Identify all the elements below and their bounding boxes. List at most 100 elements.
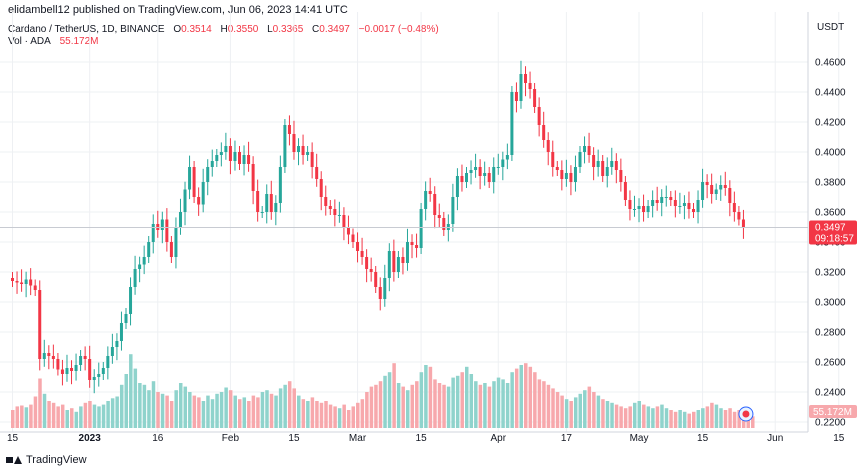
symbol-label[interactable]: Cardano / TetherUS, 1D, BINANCE [8,24,165,35]
volume-bar [533,372,537,428]
candle-body [219,152,223,155]
volume-bar [260,392,265,428]
candle-body [151,224,155,242]
candle-body [632,209,636,210]
volume-bar [219,392,224,428]
volume-bar [333,406,337,428]
candle-body [596,161,600,167]
volume-bar [115,396,119,428]
volume-bar [433,379,437,428]
candle-body [401,257,405,263]
candle-body [228,146,232,161]
candle-body [578,152,582,167]
volume-bar [587,386,592,428]
candle-body [428,191,432,194]
volume-bar [714,404,719,428]
volume-label[interactable]: Vol · ADA [8,36,51,47]
volume-bar [351,406,355,428]
candle-body [732,203,736,212]
volume-bar [437,383,442,428]
event-dot-icon [742,410,750,418]
chart-grid [0,12,840,432]
candle-body [505,155,509,160]
candle-body [455,176,459,197]
volume-bar [651,408,655,428]
volume-bar [710,402,714,428]
volume-bar [655,406,660,428]
volume-bar [256,397,260,428]
candle-body [560,170,564,179]
candle-body [106,356,110,368]
candle-body [20,282,24,284]
time-tick-label: 15 [833,433,845,444]
volume-bar [74,411,79,428]
candle-body [583,146,587,152]
volume-bar [505,383,510,428]
volume-bar [33,396,38,428]
volume-bar [637,401,642,428]
candle-body [601,161,605,176]
candle-body [169,242,173,257]
volume-bar [469,374,474,428]
volume-bar [360,399,365,428]
volume-bar [496,377,501,428]
candle-body [269,194,273,212]
candle-body [201,182,205,205]
volume-bar [124,374,128,428]
volume-bar [701,408,705,428]
candle-body [224,146,228,152]
volume-bar [79,406,83,428]
candle-body [215,155,219,161]
candle-body [573,167,577,182]
volume-bar [692,411,696,428]
footer-brand[interactable]: TradingView [6,454,87,466]
volume-bar [129,354,133,428]
candle-body [115,341,119,347]
candle-body [183,189,187,212]
volume-bar [519,365,523,428]
volume-bar [156,392,160,428]
legend: Cardano / TetherUS, 1D, BINANCE O0.3514 … [8,24,439,48]
candle-body [178,212,182,227]
volume-bar [719,408,723,428]
candle-body [42,353,46,359]
volume-bar [678,410,682,428]
volume-bar [528,366,533,428]
volume-bar [169,401,174,428]
legend-ohlc-row: Cardano / TetherUS, 1D, BINANCE O0.3514 … [8,24,439,36]
volume-bar [492,381,496,428]
last-price-value: 0.3497 [815,222,846,233]
candle-body [242,155,246,164]
candle-body [110,347,114,356]
volume-bar [265,390,269,428]
price-tick-label: 0.2200 [815,418,846,429]
candle-body [487,173,491,182]
candle-body [328,206,332,209]
volume-bar [133,368,138,428]
countdown-value: 09:18:57 [815,233,854,244]
volume-bar [601,399,605,428]
candle-body [333,209,337,215]
candle-body [337,215,341,216]
volume-bar [160,393,165,428]
volume-bar [605,401,610,428]
volume-bar [301,399,306,428]
candle-body [664,197,668,198]
candle-body [29,279,33,286]
low-value: 0.3365 [272,24,304,35]
candle-body [47,353,51,356]
volume-bar [392,363,396,428]
volume-bar [297,395,301,428]
volume-bar [592,392,596,428]
price-tick-label: 0.3600 [815,208,846,219]
last-price-box [809,220,857,245]
volume-bar [451,377,455,428]
candle-body [324,197,328,206]
close-value: 0.3497 [319,24,350,35]
volume-bar [478,384,483,428]
candle-body [310,152,314,167]
volume-bar [732,411,737,428]
volume-bar [119,384,124,428]
